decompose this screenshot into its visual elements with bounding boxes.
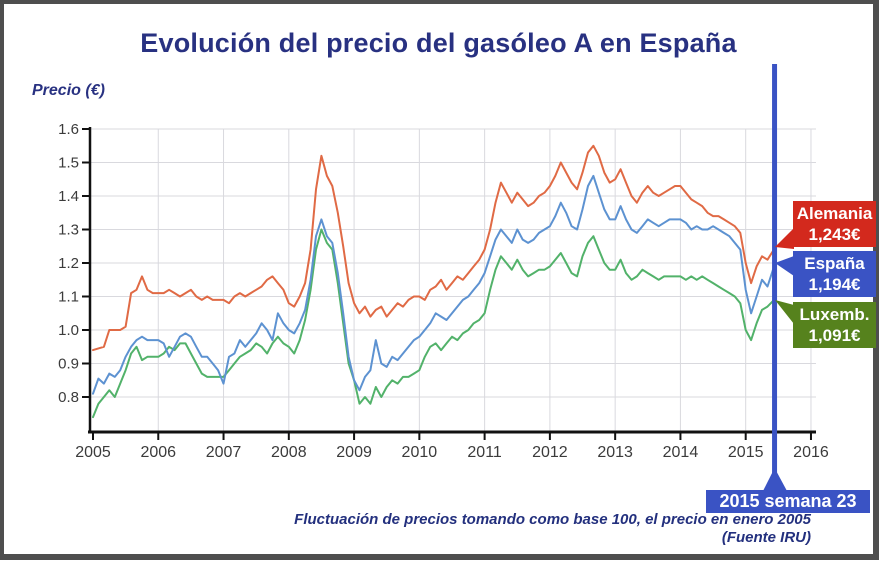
tag-luxemb-price: 1,091€: [808, 326, 861, 345]
tag-espana-pointer: [775, 256, 794, 276]
x-tick-label: 2005: [75, 444, 111, 461]
x-tick-label: 2015: [728, 444, 764, 461]
footnote-line2: (Fuente IRU): [721, 529, 811, 546]
y-tick-label: 1.0: [58, 322, 79, 339]
x-tick-label: 2008: [271, 444, 307, 461]
tag-espana: España 1,194€: [793, 251, 876, 297]
y-tick-label: 1.4: [58, 188, 79, 205]
series-line-espana: [92, 174, 776, 395]
y-tick-label: 1.6: [58, 121, 79, 138]
tag-alemania: Alemania 1,243€: [793, 201, 876, 247]
x-tick-label: 2012: [532, 444, 568, 461]
tag-espana-name: España: [804, 254, 865, 273]
y-tick-label: 1.1: [58, 289, 79, 306]
page-title: Evolución del precio del gasóleo A en Es…: [140, 28, 737, 58]
series-line-alemania: [92, 144, 776, 352]
tag-alemania-price: 1,243€: [808, 225, 861, 244]
series-line-luxemb: [92, 228, 776, 419]
price-evolution-chart: 1.6 1.5 1.4 1.3 1.2 1.1 1.0 0.9 0.8 2005 2006 2007 2…: [58, 64, 829, 491]
x-tick-label: 2014: [663, 444, 699, 461]
y-axis-label: Precio (€): [32, 82, 105, 99]
tag-alemania-name: Alemania: [796, 204, 873, 223]
x-tick-label: 2010: [402, 444, 438, 461]
y-tick-label: 1.3: [58, 222, 79, 239]
x-tick-label: 2006: [140, 444, 176, 461]
y-tick-label: 1.2: [58, 255, 79, 272]
tag-alemania-pointer: [775, 228, 794, 249]
tag-luxemb: Luxemb. 1,091€: [793, 302, 876, 348]
tag-espana-price: 1,194€: [808, 275, 861, 294]
week-marker-pointer: [763, 468, 787, 491]
x-tick-label: 2007: [206, 444, 242, 461]
y-tick-label: 0.8: [58, 389, 79, 406]
x-tick-label: 2011: [467, 444, 502, 461]
tag-luxemb-pointer: [775, 300, 794, 324]
x-tick-label: 2013: [597, 444, 633, 461]
x-tick-label: 2016: [793, 444, 829, 461]
footnote: Fluctuación de precios tomando como base…: [294, 511, 811, 547]
y-tick-label: 0.9: [58, 356, 79, 373]
footnote-line1: Fluctuación de precios tomando como base…: [294, 511, 811, 528]
y-tick-label: 1.5: [58, 155, 79, 172]
week-marker-label: 2015 semana 23: [706, 490, 870, 513]
tag-luxemb-name: Luxemb.: [799, 305, 870, 324]
x-tick-label: 2009: [336, 444, 372, 461]
